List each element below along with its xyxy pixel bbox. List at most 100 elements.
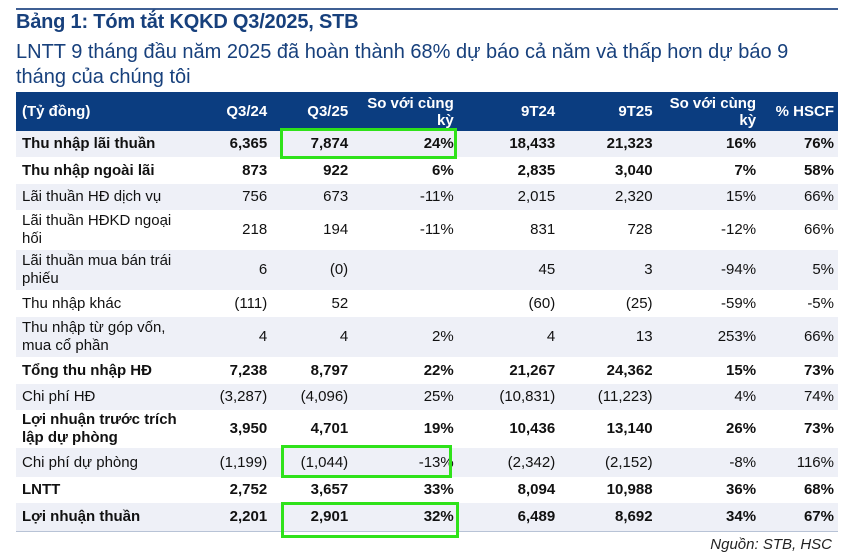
table-cell: -13% [352,448,458,477]
column-header: (Tỷ đồng) [16,92,191,131]
table-cell: 66% [760,317,838,357]
table-cell: 5% [760,250,838,290]
table-cell: 8,692 [559,503,657,532]
table-cell: 6% [432,161,454,179]
table-cell: (1,199) [190,448,272,477]
table-cell: 6 [190,250,272,290]
top-rule [16,8,838,10]
table-cell: 15% [726,361,757,379]
table-cell: 13 [559,317,657,357]
table-cell: 24,362 [606,361,653,379]
table-cell: 7,238 [229,361,268,379]
table-cell: 22% [423,361,454,379]
table-cell: -11% [352,184,458,210]
table-cell: 21,323 [559,131,657,157]
table-cell: 7% [734,161,757,179]
row-label: Tổng thu nhập HĐ [22,361,152,379]
table-cell: 32% [352,503,458,532]
table-cell: -94% [656,250,761,290]
table-cell: 2,320 [559,184,657,210]
table-row: Thu nhập lãi thuần 6,365 7,874 24% 18,433 21,… [16,131,838,157]
financial-summary-table: (Tỷ đồng) Q3/24 Q3/25 So với cùng kỳ 9T24 9T2… [16,92,838,532]
table-cell: 3 [559,250,657,290]
table-row: Lợi nhuận thuần 2,201 2,901 32% 6,489 8,692 34… [16,503,838,532]
table-cell: 36% [726,481,757,498]
table-cell: 52 [331,294,349,312]
table-cell: (0) [271,250,353,290]
table-row: Lãi thuần mua bán trái phiếu 6 (0) 45 3 -94% 5… [16,250,838,290]
table-cell: 66% [803,221,834,238]
row-label: Chi phí dự phòng [16,448,191,477]
table-row: Thu nhập từ góp vốn, mua cổ phần 4 4 2% 4 13 2… [16,317,838,357]
table-title: Bảng 1: Tóm tắt KQKD Q3/2025, STB [16,11,359,33]
table-cell: (11,223) [559,384,657,410]
table-cell: (60) [528,294,556,312]
table-cell: 2% [352,317,458,357]
column-header: Q3/24 [190,92,272,131]
table-row: Lãi thuần HĐKD ngoại hối 218 194 -11% 831 728… [16,210,838,250]
table-cell: 8,797 [310,361,349,379]
table-cell: 4 [190,317,272,357]
table-cell: 73% [803,420,834,437]
row-label: Lợi nhuận trước trích lập dự phòng [22,411,177,446]
table-cell: 2,752 [229,481,268,498]
table-cell: 68% [803,481,834,498]
row-label: Thu nhập từ góp vốn, mua cổ phần [16,317,191,357]
table-cell: 2,201 [190,503,272,532]
table-cell: 21,267 [509,361,556,379]
table-cell: 728 [627,221,653,238]
table-cell: 253% [656,317,761,357]
table-cell: -12% [721,221,757,238]
table-cell: 116% [760,448,838,477]
table-cell: (25) [625,294,653,312]
table-cell: 76% [760,131,838,157]
table-cell: 7,874 [271,131,353,157]
table-cell: -11% [419,221,454,238]
column-header: 9T24 [457,92,560,131]
table-row: Thu nhập ngoài lãi 873 922 6% 2,835 3,040 7% 58… [16,157,838,184]
table-cell: 74% [760,384,838,410]
table-row: Thu nhập khác (111) 52 (60) (25) -59% -5% [16,290,838,317]
table-cell: 2,835 [517,161,556,179]
table-cell: 218 [242,221,268,238]
table-cell: 15% [656,184,761,210]
header-row: (Tỷ đồng) Q3/24 Q3/25 So với cùng kỳ 9T24 9T2… [16,92,838,131]
table-cell: 873 [242,161,268,179]
table-cell: 45 [457,250,560,290]
table-cell: 10,988 [606,481,653,498]
table-cell: 24% [352,131,458,157]
table-cell: 3,950 [229,420,268,437]
table-cell: 2,901 [271,503,353,532]
table-cell: 66% [760,184,838,210]
table-cell: 2,015 [457,184,560,210]
table-cell: (3,287) [190,384,272,410]
table-cell: 922 [323,161,349,179]
row-label: Thu nhập ngoài lãi [22,161,155,179]
table-row: Lợi nhuận trước trích lập dự phòng 3,950 4… [16,410,838,448]
table-cell: (2,152) [559,448,657,477]
table-cell: (1,044) [271,448,353,477]
table-cell: 3,657 [310,481,349,498]
row-label: Lãi thuần HĐKD ngoại hối [22,212,172,247]
row-label: Thu nhập khác [22,294,122,312]
row-label: Lãi thuần HĐ dịch vụ [16,184,191,210]
table-cell: 34% [656,503,761,532]
table-cell: 831 [530,221,556,238]
table-row: LNTT 2,752 3,657 33% 8,094 10,988 36% 68% [16,477,838,503]
table-row: Chi phí HĐ (3,287) (4,096) 25% (10,831) (11,2… [16,384,838,410]
highlight-box-provision-expense [281,445,452,478]
table-cell: (10,831) [457,384,560,410]
table-cell: 8,094 [517,481,556,498]
table-cell: 16% [656,131,761,157]
column-header: % HSCF [760,92,838,131]
table-cell: 19% [423,420,454,437]
table-cell: 4,701 [310,420,349,437]
table-cell: 194 [323,221,349,238]
column-header: 9T25 [559,92,657,131]
table-cell: (4,096) [271,384,353,410]
table-cell [352,250,458,290]
column-header: So với cùng kỳ [352,92,458,131]
table-cell: 33% [423,481,454,498]
table-cell: 6,365 [190,131,272,157]
table-cell: 4 [457,317,560,357]
